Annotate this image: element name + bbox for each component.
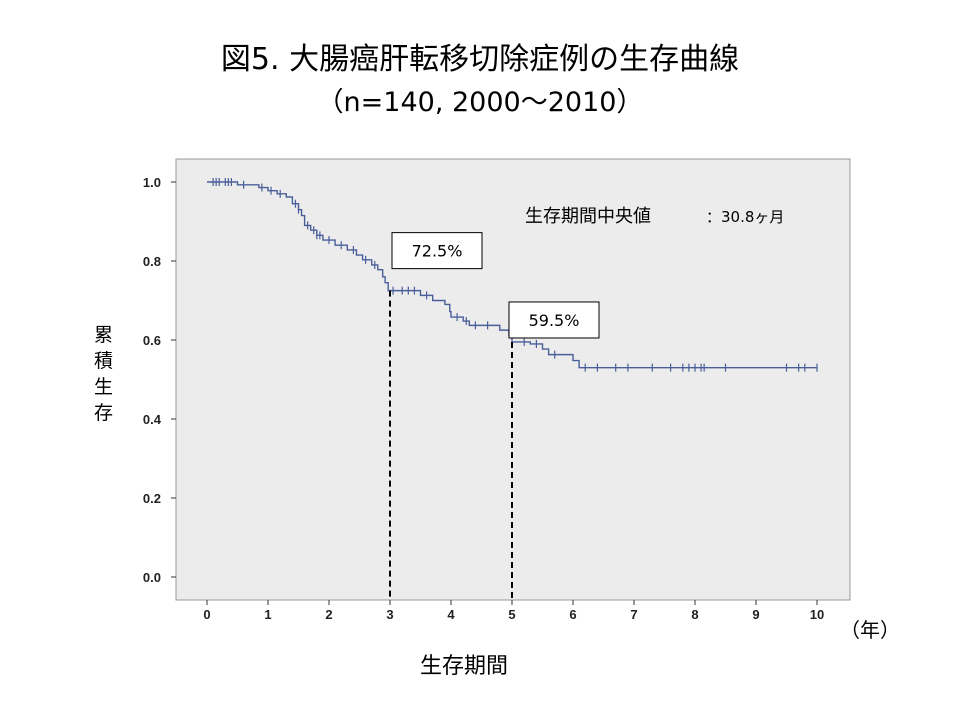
- chart-subtitle: （n=140, 2000～2010）: [316, 87, 644, 118]
- annotation-box: [508, 301, 600, 339]
- x-tick-label: 2: [325, 607, 332, 622]
- median-label: 生存期間中央値: [525, 206, 651, 227]
- x-tick-label: 6: [569, 607, 576, 622]
- x-tick-label: 10: [810, 607, 824, 622]
- x-tick-label: 3: [386, 607, 393, 622]
- x-tick-label: 1: [264, 607, 271, 622]
- x-tick-label: 7: [630, 607, 637, 622]
- y-axis-label: 累積生存: [94, 324, 114, 424]
- x-tick-label: 0: [203, 607, 210, 622]
- y-tick-label: 0.4: [143, 412, 162, 427]
- annotation-label: 59.5%: [529, 311, 580, 330]
- y-tick-label: 0.2: [143, 491, 161, 506]
- x-tick-label: 4: [447, 607, 455, 622]
- x-tick-label: 9: [752, 607, 759, 622]
- y-tick-label: 0.0: [143, 570, 161, 585]
- x-axis-label: 生存期間: [420, 654, 509, 679]
- x-tick-label: 8: [691, 607, 698, 622]
- y-tick-label: 1.0: [143, 175, 161, 190]
- annotation-box: [391, 232, 483, 270]
- annotation-label: 72.5%: [412, 242, 463, 261]
- y-tick-label: 0.6: [143, 333, 161, 348]
- y-tick-label: 0.8: [143, 254, 161, 269]
- x-tick-label: 5: [508, 607, 515, 622]
- chart-title: 図5. 大腸癌肝転移切除症例の生存曲線: [220, 42, 740, 77]
- median-value: ：30.8ヶ月: [706, 208, 784, 226]
- x-unit-label: （年）: [840, 618, 900, 642]
